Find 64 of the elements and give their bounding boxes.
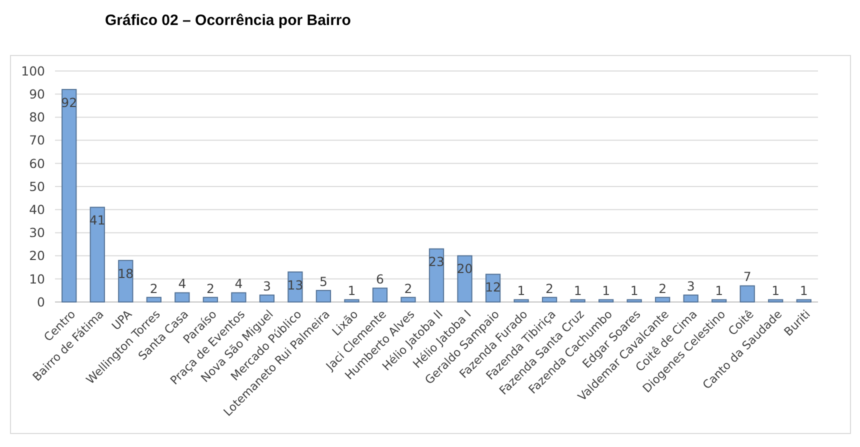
bar <box>626 299 642 302</box>
y-tick-label: 80 <box>29 110 46 125</box>
bar <box>231 292 246 302</box>
bar <box>712 299 727 302</box>
bar <box>400 296 416 302</box>
data-label: 1 <box>602 283 610 298</box>
bar <box>740 285 755 302</box>
bar <box>598 299 614 302</box>
bar <box>372 288 388 302</box>
bar <box>683 294 698 302</box>
data-label: 7 <box>743 269 752 284</box>
data-label: 4 <box>178 276 186 292</box>
bar <box>288 271 303 302</box>
data-label: 1 <box>715 283 724 298</box>
bar <box>542 296 558 302</box>
data-label: 13 <box>287 277 304 292</box>
data-label: 1 <box>348 283 356 298</box>
data-label: 2 <box>404 280 412 296</box>
chart-title: Gráfico 02 – Ocorrência por Bairro <box>105 12 351 29</box>
bar <box>174 292 190 302</box>
y-tick-label: 40 <box>29 202 46 217</box>
y-tick-label: 10 <box>29 271 46 286</box>
bar <box>428 248 444 302</box>
data-label: 23 <box>428 254 444 270</box>
data-label: 1 <box>772 283 780 298</box>
data-label: 12 <box>485 280 501 295</box>
bar <box>146 296 162 302</box>
y-tick-label: 30 <box>29 225 46 240</box>
bar <box>768 299 784 302</box>
bar <box>457 255 472 302</box>
y-tick-label: 60 <box>29 156 46 171</box>
bar <box>514 299 529 302</box>
data-label: 1 <box>630 283 638 298</box>
data-label: 3 <box>262 278 271 294</box>
y-tick-label: 70 <box>29 132 46 148</box>
y-tick-label: 50 <box>29 178 46 194</box>
data-label: 1 <box>800 283 808 298</box>
bar <box>202 296 218 302</box>
bar <box>655 296 670 302</box>
data-label: 18 <box>118 266 134 281</box>
data-label: 2 <box>150 280 158 296</box>
y-tick-label: 20 <box>29 248 46 264</box>
data-label: 1 <box>517 283 526 298</box>
y-tick-label: 100 <box>21 63 46 78</box>
data-label: 5 <box>319 274 328 289</box>
data-label: 6 <box>376 272 384 287</box>
data-label: 20 <box>456 261 473 276</box>
data-label: 1 <box>574 283 582 298</box>
bar <box>570 299 586 302</box>
bar <box>62 88 77 302</box>
bar <box>90 206 105 302</box>
data-label: 2 <box>206 280 214 296</box>
bar <box>344 299 360 302</box>
bar <box>796 299 812 302</box>
bar <box>316 290 332 302</box>
bar <box>259 294 275 302</box>
data-label: 2 <box>658 280 667 296</box>
data-label: 2 <box>546 280 554 296</box>
data-label: 4 <box>234 276 243 292</box>
data-label: 41 <box>89 212 106 228</box>
y-tick-label: 0 <box>37 294 46 310</box>
y-tick-label: 90 <box>29 86 46 102</box>
data-label: 92 <box>61 94 78 110</box>
data-label: 3 <box>686 278 695 294</box>
